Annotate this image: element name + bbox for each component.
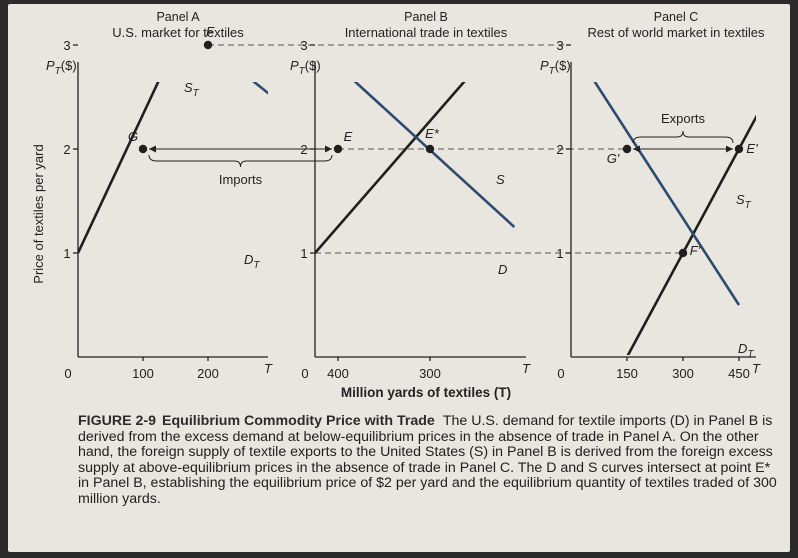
panel-a-point-label: E	[344, 129, 353, 144]
panel-a-x-tick-label: 200	[197, 366, 219, 381]
figure-title: Equilibrium Commodity Price with Trade	[162, 413, 435, 429]
panel-c-arrow-head-left	[632, 145, 640, 153]
panel-b-series-d-line	[353, 82, 516, 228]
panel-a-x-tick-label: 0	[64, 366, 71, 381]
panel-c-brace	[632, 130, 734, 144]
panel-c-series-d-t-line	[593, 82, 741, 306]
panel-a-annotation-imports: Imports	[219, 172, 263, 187]
panel-c-series-s-t-line	[626, 114, 756, 355]
panel-c-point-e	[734, 144, 744, 154]
panel-b-series-s-line	[315, 82, 466, 254]
panel-a-point-label: G	[128, 129, 138, 144]
panel-a-label: Panel A	[156, 10, 200, 24]
panel-b-y-tick-label: 2	[300, 142, 307, 157]
panel-c-point-f	[678, 248, 688, 258]
panel-a-point-label: F	[206, 24, 215, 39]
panel-a-point-g	[138, 144, 148, 154]
panel-a-point-f	[203, 40, 213, 50]
panel-a-series-label-d-t: DT	[244, 252, 260, 271]
panel-b-y-axis-title: PT($)	[290, 58, 321, 77]
panel-c-x-tick-label: 150	[616, 366, 638, 381]
panel-b-x-end-label: T	[522, 361, 531, 376]
panel-c-point-g	[622, 144, 632, 154]
panel-b-series-label-s: S	[496, 172, 505, 187]
panel-a-y-axis-title: PT($)	[46, 58, 77, 77]
panel-a-title: U.S. market for textiles	[112, 25, 244, 40]
panel-a-x-tick-label: 100	[132, 366, 154, 381]
panel-b-point-e	[425, 144, 435, 154]
panel-a-x-end-label: T	[264, 361, 273, 376]
panel-c-point-label: E'	[746, 141, 758, 156]
panel-a-y-axis-label: Price of textiles per yard	[31, 144, 46, 283]
panel-c-y-tick-label: 3	[556, 38, 563, 53]
textbook-page: Panel A U.S. market for textiles PT($) T 1 2 3…	[8, 4, 790, 552]
panel-c-title: Rest of world market in textiles	[587, 25, 765, 40]
panel-c-series-label-s-t: ST	[736, 192, 752, 211]
panel-b-x-tick-label: 0	[301, 366, 308, 381]
panel-a-point-e	[333, 144, 343, 154]
panel-a-y-tick-label: 3	[63, 38, 70, 53]
panel-b-title: International trade in textiles	[345, 25, 508, 40]
figure-number: FIGURE 2-9	[78, 413, 157, 429]
panel-b-series-label-d: D	[498, 262, 507, 277]
panel-a-arrow-head-left	[149, 145, 156, 153]
panel-c-annotation-exports: Exports	[661, 111, 706, 126]
panel-c-label: Panel C	[654, 10, 698, 24]
panel-c-y-tick-label: 2	[556, 142, 563, 157]
panel-a-series-label-s-t: ST	[184, 80, 200, 99]
panel-c-y-axis-title: PT($)	[540, 58, 571, 77]
panel-b-point-label: E*	[425, 126, 440, 141]
panel-a-brace	[148, 154, 333, 168]
panel-c-series-label-d-t: DT	[738, 341, 754, 360]
panel-c-point-label: F'	[690, 243, 701, 258]
panel-a-y-tick-label: 2	[63, 142, 70, 157]
panel-a-series-s-t-line	[78, 82, 160, 254]
panel-c-x-end-label: T	[752, 361, 761, 376]
panel-a-arrow-head-right	[325, 145, 332, 153]
panel-b-y-tick-label: 1	[300, 246, 307, 261]
panel-b-label: Panel B	[404, 10, 448, 24]
figure-caption: FIGURE 2-9 Equilibrium Commodity Price wi…	[78, 413, 778, 507]
panel-c-y-tick-label: 1	[556, 246, 563, 261]
panel-c-x-tick-label: 300	[672, 366, 694, 381]
panel-c-x-tick-label: 0	[557, 366, 564, 381]
panel-b-y-tick-label: 3	[300, 38, 307, 53]
caption-text: The U.S. demand for textile imports (D) …	[78, 413, 777, 507]
panel-b-x-axis-title: Million yards of textiles (T)	[341, 385, 511, 400]
panel-c-point-label: G'	[607, 151, 620, 166]
panel-a-y-tick-label: 1	[63, 246, 70, 261]
figure-2-9: Panel AU.S. market for textiles PT($) T 1 2 3…	[31, 10, 765, 400]
panel-c-arrow-head-right	[725, 145, 733, 153]
panel-b-x-tick-label: 300	[419, 366, 441, 381]
panel-c-x-tick-label: 450	[728, 366, 750, 381]
panel-a-x-tick-label: 400	[327, 366, 349, 381]
